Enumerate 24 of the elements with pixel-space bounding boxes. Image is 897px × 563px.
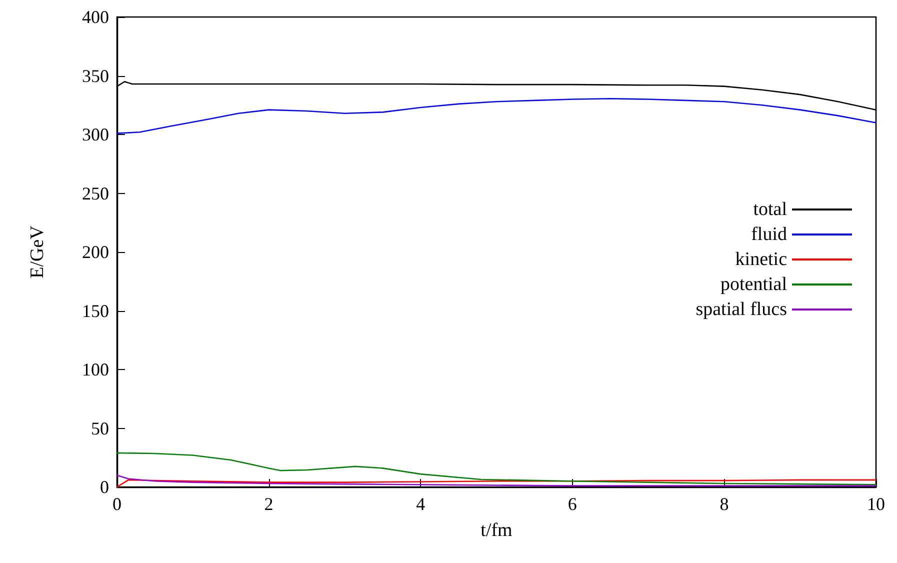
line-series [116,452,877,486]
legend-label: fluid [751,224,788,245]
line-series [116,98,877,134]
x-tick-label: 8 [720,494,729,514]
y-tick-label: 350 [82,66,109,86]
legend-label: potential [720,274,787,295]
x-tick-label: 10 [867,494,885,514]
x-tick-label: 2 [264,494,274,514]
y-tick-label: 200 [82,242,109,262]
y-tick-label: 250 [82,183,109,204]
x-tick-label: 0 [112,494,122,514]
legend-label: kinetic [735,249,787,270]
y-tick-label: 150 [82,300,109,321]
y-tick-label: 100 [82,360,109,380]
y-axis-title: E/GeV [27,225,48,278]
legend-label: total [753,199,787,220]
y-tick-label: 50 [91,418,109,438]
x-axis-title: t/fm [480,520,513,541]
x-tick-label: 4 [416,494,426,514]
legend-label: spatial flucs [696,299,787,320]
y-tick-label: 300 [82,124,109,144]
y-tick-label: 400 [82,7,109,27]
x-tick-label: 6 [568,494,577,514]
y-tick-label: 0 [100,477,109,497]
